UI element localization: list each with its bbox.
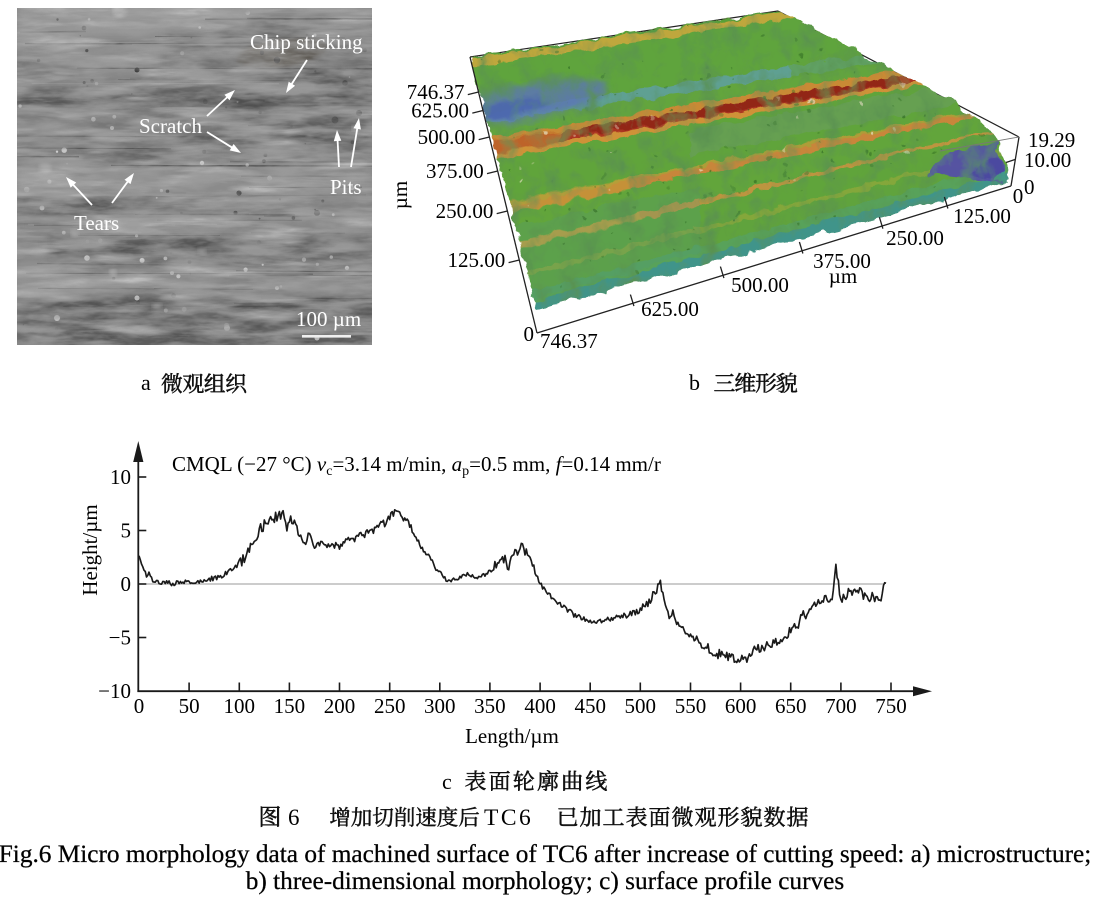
svg-text:650: 650: [775, 694, 807, 718]
svg-text:125.00: 125.00: [953, 204, 1011, 228]
svg-text:700: 700: [825, 694, 857, 718]
svg-text:6: 6: [288, 805, 300, 830]
svg-text:µm: µm: [829, 264, 857, 288]
svg-text:100: 100: [224, 694, 256, 718]
svg-text:−5: −5: [109, 626, 131, 650]
svg-text:10: 10: [110, 465, 131, 489]
svg-text:300: 300: [424, 694, 456, 718]
svg-text:500: 500: [625, 694, 657, 718]
svg-text:b) three-dimensional morpholog: b) three-dimensional morphology; c) surf…: [246, 867, 844, 895]
svg-text:200: 200: [324, 694, 356, 718]
svg-text:100 µm: 100 µm: [296, 307, 361, 331]
svg-text:400: 400: [524, 694, 556, 718]
svg-text:Chip sticking: Chip sticking: [250, 30, 363, 54]
svg-text:750: 750: [875, 694, 907, 718]
svg-text:µm: µm: [388, 181, 412, 209]
svg-text:Pits: Pits: [330, 175, 362, 199]
svg-text:450: 450: [574, 694, 606, 718]
svg-text:Scratch: Scratch: [139, 114, 202, 138]
svg-text:500.00: 500.00: [418, 125, 476, 149]
svg-text:125.00: 125.00: [448, 248, 506, 272]
svg-text:Height/µm: Height/µm: [78, 504, 102, 595]
svg-text:500.00: 500.00: [731, 273, 789, 297]
svg-text:150: 150: [274, 694, 306, 718]
svg-text:Fig.6 Micro morphology data of: Fig.6 Micro morphology data of machined …: [0, 840, 1091, 868]
svg-text:375.00: 375.00: [813, 249, 871, 273]
svg-text:Length/µm: Length/µm: [465, 724, 559, 748]
svg-text:50: 50: [179, 694, 200, 718]
svg-text:−10: −10: [98, 679, 131, 703]
svg-text:c: c: [442, 769, 452, 794]
svg-text:0: 0: [1013, 184, 1024, 208]
svg-text:746.37: 746.37: [407, 80, 465, 104]
svg-text:250.00: 250.00: [886, 226, 944, 250]
svg-text:746.37: 746.37: [540, 329, 598, 353]
svg-text:0: 0: [134, 694, 145, 718]
svg-text:625.00: 625.00: [411, 99, 469, 123]
svg-text:5: 5: [121, 519, 132, 543]
svg-text:0: 0: [1024, 175, 1035, 199]
svg-text:0: 0: [524, 322, 535, 346]
svg-text:600: 600: [725, 694, 757, 718]
svg-text:a: a: [141, 370, 151, 395]
svg-text:19.29: 19.29: [1028, 128, 1075, 152]
svg-text:TC6: TC6: [484, 805, 533, 831]
svg-text:550: 550: [675, 694, 707, 718]
svg-text:0: 0: [121, 572, 132, 596]
svg-text:250: 250: [374, 694, 406, 718]
svg-text:250.00: 250.00: [436, 199, 494, 223]
svg-text:CMQL (−27 °C) vc=3.14 m/min, a: CMQL (−27 °C) vc=3.14 m/min, ap=0.5 mm, …: [172, 452, 661, 479]
svg-text:Tears: Tears: [74, 211, 119, 235]
svg-text:625.00: 625.00: [641, 297, 699, 321]
svg-text:350: 350: [474, 694, 506, 718]
svg-text:10.00: 10.00: [1024, 148, 1071, 172]
svg-text:375.00: 375.00: [426, 159, 484, 183]
svg-text:b: b: [689, 370, 700, 395]
